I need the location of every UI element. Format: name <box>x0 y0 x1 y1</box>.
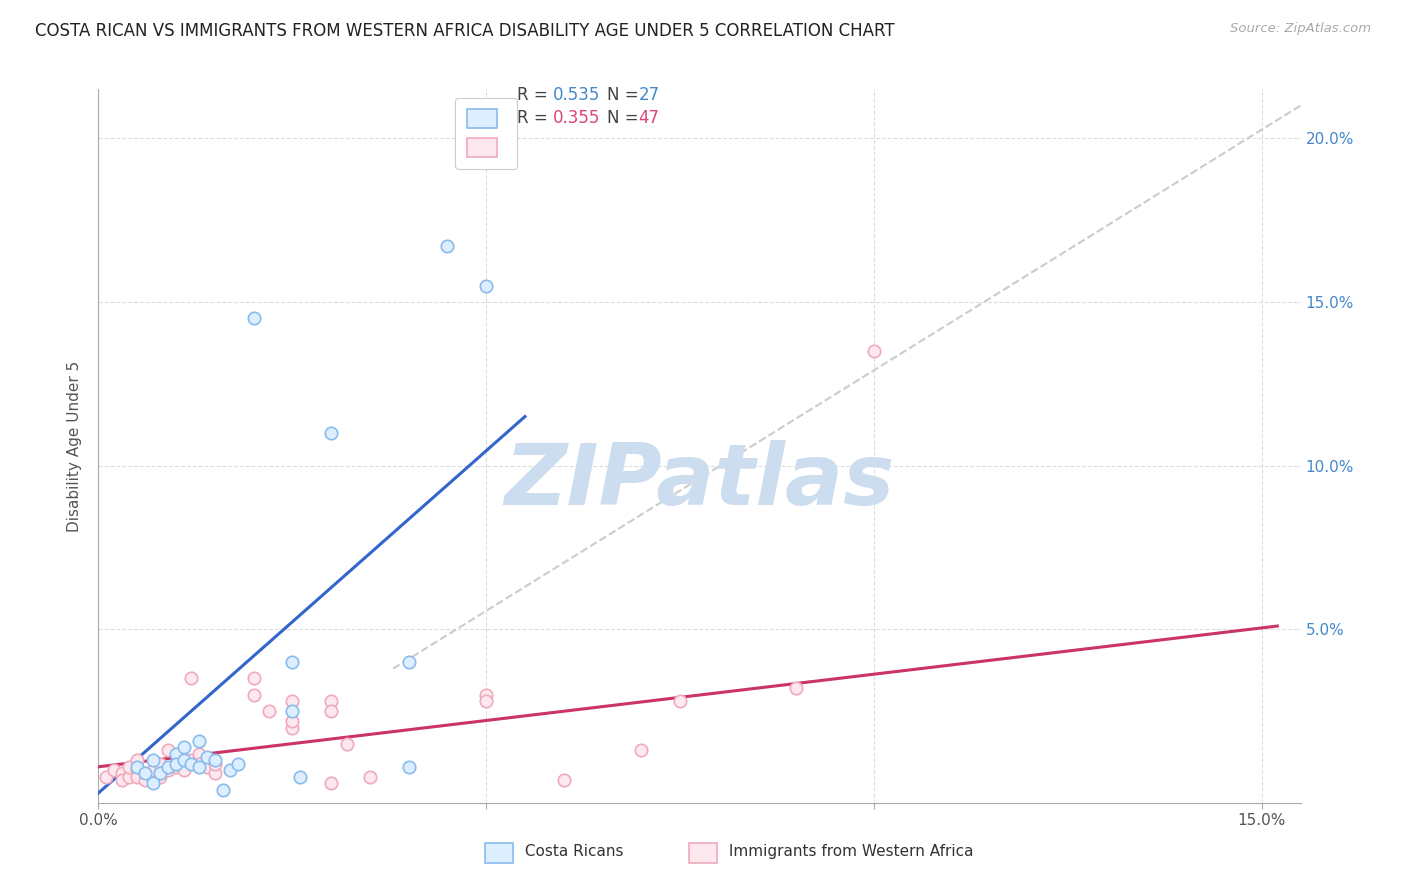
Point <box>134 766 156 780</box>
Legend: , : , <box>456 97 517 169</box>
Text: Costa Ricans: Costa Ricans <box>520 845 624 859</box>
Point <box>319 425 342 440</box>
Point <box>173 753 195 767</box>
Point <box>149 766 172 780</box>
Text: Immigrants from Western Africa: Immigrants from Western Africa <box>724 845 973 859</box>
Point <box>475 278 498 293</box>
Point <box>242 311 264 326</box>
Point <box>195 750 218 764</box>
Point <box>281 704 304 718</box>
Point <box>173 740 195 755</box>
Point <box>475 694 498 708</box>
Point <box>127 770 149 784</box>
Point <box>242 672 264 686</box>
Point <box>149 766 172 780</box>
Point <box>173 763 195 777</box>
Point <box>165 756 187 771</box>
Point <box>188 756 211 771</box>
Point <box>288 770 311 784</box>
Point <box>188 747 211 761</box>
Point <box>242 688 264 702</box>
Text: 47: 47 <box>638 109 659 127</box>
Point <box>165 756 187 771</box>
Point <box>630 743 652 757</box>
Text: R =: R = <box>517 109 554 127</box>
Point <box>157 763 180 777</box>
Point <box>398 655 420 669</box>
Point <box>165 760 187 774</box>
Point <box>134 772 156 787</box>
Point <box>211 782 233 797</box>
Point <box>127 760 149 774</box>
Point <box>436 239 458 253</box>
Point <box>281 721 304 735</box>
Point <box>204 756 226 771</box>
Point <box>195 760 218 774</box>
Point <box>180 672 202 686</box>
Point <box>257 704 280 718</box>
Point <box>142 763 165 777</box>
Point <box>157 743 180 757</box>
Point <box>118 760 141 774</box>
Point <box>180 756 202 771</box>
Point <box>96 770 118 784</box>
Point <box>103 763 125 777</box>
Point <box>204 766 226 780</box>
Point <box>281 655 304 669</box>
Point <box>142 770 165 784</box>
Point <box>188 733 211 747</box>
Point <box>157 760 180 774</box>
Point <box>127 753 149 767</box>
Text: R =: R = <box>517 87 554 104</box>
Point <box>134 766 156 780</box>
Point <box>165 747 187 761</box>
Point <box>785 681 807 696</box>
Text: N =: N = <box>607 87 644 104</box>
Point <box>149 770 172 784</box>
Point <box>553 772 575 787</box>
Point <box>142 753 165 767</box>
Point <box>398 760 420 774</box>
Text: N =: N = <box>607 109 644 127</box>
Point <box>319 704 342 718</box>
Point <box>226 756 249 771</box>
Point <box>118 770 141 784</box>
Text: 0.535: 0.535 <box>553 87 600 104</box>
Text: Source: ZipAtlas.com: Source: ZipAtlas.com <box>1230 22 1371 36</box>
Point <box>336 737 359 751</box>
Point <box>319 694 342 708</box>
Point <box>180 753 202 767</box>
Point <box>359 770 381 784</box>
Point <box>204 753 226 767</box>
Text: 27: 27 <box>638 87 659 104</box>
Point <box>127 763 149 777</box>
Point <box>281 714 304 728</box>
Point <box>111 766 134 780</box>
Text: COSTA RICAN VS IMMIGRANTS FROM WESTERN AFRICA DISABILITY AGE UNDER 5 CORRELATION: COSTA RICAN VS IMMIGRANTS FROM WESTERN A… <box>35 22 894 40</box>
Point <box>149 756 172 771</box>
Point <box>111 772 134 787</box>
Point <box>188 760 211 774</box>
Point <box>319 776 342 790</box>
Point <box>173 760 195 774</box>
Text: ZIPatlas: ZIPatlas <box>505 440 894 524</box>
Point <box>475 688 498 702</box>
Point <box>142 776 165 790</box>
Point <box>219 763 242 777</box>
Text: 0.355: 0.355 <box>553 109 600 127</box>
Point <box>669 694 692 708</box>
Point <box>863 344 886 359</box>
Y-axis label: Disability Age Under 5: Disability Age Under 5 <box>67 360 83 532</box>
Point <box>281 694 304 708</box>
